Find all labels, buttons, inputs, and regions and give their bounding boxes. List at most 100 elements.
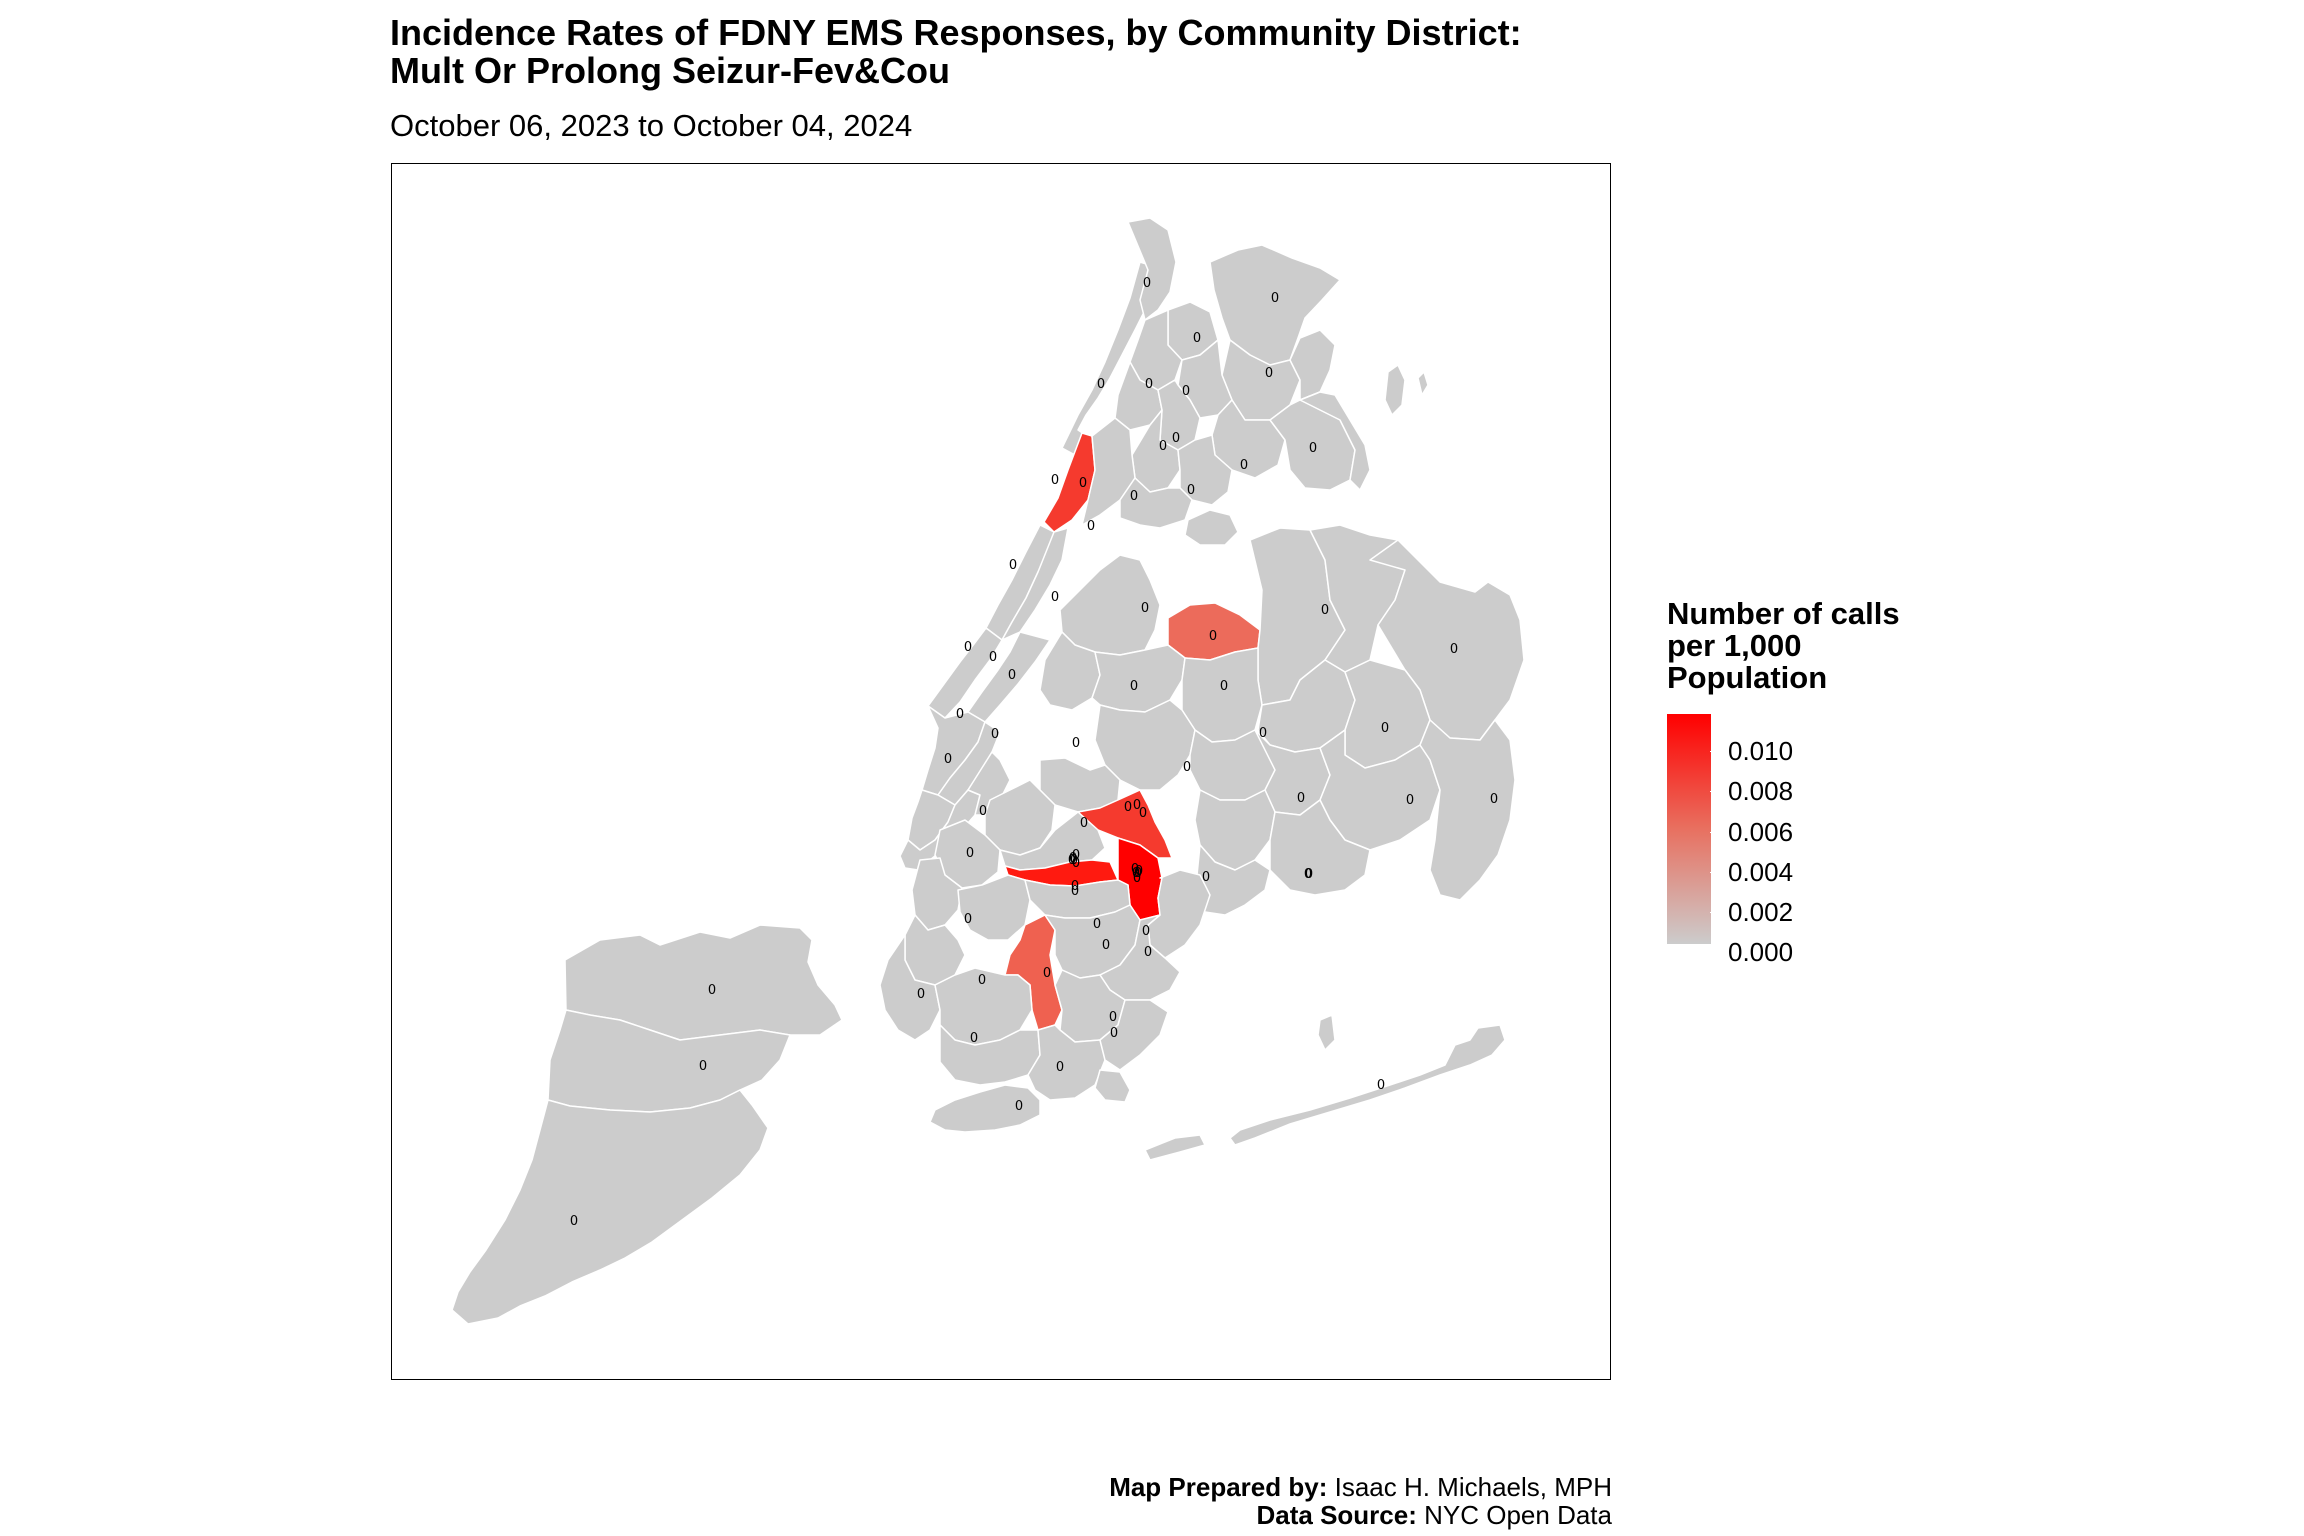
manhattan <box>899 261 1159 871</box>
district-value-label: 0 <box>1305 867 1313 882</box>
district-value-label: 0 <box>1202 870 1210 885</box>
legend-title-line-1: Number of calls <box>1667 596 1900 631</box>
legend-tick <box>1710 791 1717 792</box>
district-value-label: 0 <box>1056 1060 1064 1075</box>
district-bx-pelham <box>1289 329 1336 401</box>
district-bx-soundview <box>1119 477 1193 529</box>
legend-label: 0.006 <box>1728 817 1794 847</box>
district-value-label: 0 <box>964 912 972 927</box>
island-jamaica-bay <box>1317 1014 1336 1051</box>
map-panel <box>391 163 1611 1380</box>
district-value-label: 0 <box>1143 276 1151 291</box>
district-bk-sheepshead-bay <box>1027 1024 1106 1101</box>
district-value-label: 0 <box>1110 1026 1118 1041</box>
district-value-label: 0 <box>1015 1099 1023 1114</box>
district-value-label: 0 <box>1321 603 1329 618</box>
district-value-label: 0 <box>956 707 964 722</box>
map-title-line-1: Incidence Rates of FDNY EMS Responses, b… <box>390 12 1522 53</box>
district-bk-bay-ridge <box>879 934 941 1041</box>
district-value-label: 0 <box>1297 791 1305 806</box>
district-value-label: 0 <box>1130 489 1138 504</box>
queens <box>1039 509 1525 1161</box>
district-bk-red-hook <box>911 857 963 931</box>
district-bk-williamsburg <box>984 779 1056 856</box>
district-value-label: 0 <box>1141 601 1149 616</box>
district-value-label: 0 <box>1079 476 1087 491</box>
district-value-label: 0 <box>1139 806 1147 821</box>
district-value-label: 0 <box>1109 1010 1117 1025</box>
district-bk-coney-island <box>929 1084 1041 1133</box>
legend-title-line-2: per 1,000 <box>1667 628 1802 663</box>
district-value-label: 0 <box>1068 853 1076 868</box>
district-value-label: 0 <box>1259 726 1267 741</box>
district-value-label: 0 <box>1309 441 1317 456</box>
district-value-label: 0 <box>1009 558 1017 573</box>
district-value-label: 0 <box>1135 864 1143 879</box>
district-value-label: 0 <box>1265 366 1273 381</box>
staten-island <box>451 924 843 1325</box>
district-value-label: 0 <box>1142 924 1150 939</box>
credit-prepared-value: Isaac H. Michaels, MPH <box>1334 1472 1612 1502</box>
district-value-label: 0 <box>1072 856 1080 871</box>
district-value-label: 0 <box>989 650 997 665</box>
district-si-south <box>451 1089 769 1325</box>
district-value-label: 0 <box>1124 800 1132 815</box>
map-subtitle: October 06, 2023 to October 04, 2024 <box>390 108 913 143</box>
district-value-label: 0 <box>1072 848 1080 863</box>
legend-label: 0.008 <box>1728 776 1794 806</box>
legend-title-line-3: Population <box>1667 660 1828 695</box>
district-value-label: 0 <box>1220 679 1228 694</box>
district-value-label: 0 <box>1097 377 1105 392</box>
district-value-label: 0 <box>1071 879 1079 894</box>
district-value-label: 0 <box>1093 917 1101 932</box>
island-rikers <box>1184 509 1239 546</box>
district-value-label: 0 <box>970 1031 978 1046</box>
district-qn-woodhaven <box>1194 789 1276 871</box>
legend-tick <box>1710 872 1717 873</box>
district-value-label: 0 <box>1183 760 1191 775</box>
district-value-label: 0 <box>1490 792 1498 807</box>
legend-tick <box>1710 751 1717 752</box>
district-value-label: 0 <box>1406 793 1414 808</box>
map-title-line-2: Mult Or Prolong Seizur-Fev&Cou <box>390 50 951 91</box>
district-value-label: 0 <box>1130 679 1138 694</box>
district-qn-rockaway <box>1229 1024 1506 1146</box>
district-value-label: 0 <box>708 983 716 998</box>
district-value-label: 0 <box>1043 966 1051 981</box>
legend-tick <box>1710 832 1717 833</box>
district-value-label: 0 <box>979 804 987 819</box>
district-value-label: 0 <box>1304 867 1312 882</box>
district-value-label: 0 <box>964 640 972 655</box>
district-value-label: 0 <box>1144 945 1152 960</box>
district-value-label: 0 <box>1381 721 1389 736</box>
legend-label: 0.010 <box>1728 736 1794 766</box>
district-value-labels: 0 0 0 0 0 0 0 0 0 0 0 0 0 0 0 0 0 0 0 0 … <box>570 276 1498 1229</box>
island-hart <box>1417 371 1429 396</box>
district-value-label: 0 <box>1134 866 1142 881</box>
district-value-label: 0 <box>1377 1078 1385 1093</box>
district-bx-hutchinson <box>1299 391 1371 491</box>
district-value-label: 0 <box>699 1059 707 1074</box>
legend-tick <box>1710 912 1717 913</box>
district-value-label: 0 <box>1051 473 1059 488</box>
credit-source-value: NYC Open Data <box>1424 1500 1612 1530</box>
legend-label: 0.000 <box>1728 937 1794 967</box>
district-value-label: 0 <box>1271 291 1279 306</box>
district-value-label: 0 <box>1193 331 1201 346</box>
island-floyd-bennett <box>1094 1069 1131 1103</box>
district-value-label: 0 <box>1070 853 1078 868</box>
district-bx-north-east <box>1209 244 1341 366</box>
district-value-label: 0 <box>570 1214 578 1229</box>
credit-prepared-label: Map Prepared by: <box>1109 1472 1328 1502</box>
legend-color-bar <box>1667 714 1711 944</box>
district-value-label: 0 <box>1051 590 1059 605</box>
district-value-label: 0 <box>917 987 925 1002</box>
brooklyn <box>879 757 1211 1133</box>
island-city-island <box>1384 364 1406 416</box>
district-value-label: 0 <box>978 973 986 988</box>
district-value-label: 0 <box>1072 736 1080 751</box>
district-value-label: 0 <box>1102 938 1110 953</box>
district-value-label: 0 <box>966 846 974 861</box>
district-value-label: 0 <box>1071 884 1079 899</box>
